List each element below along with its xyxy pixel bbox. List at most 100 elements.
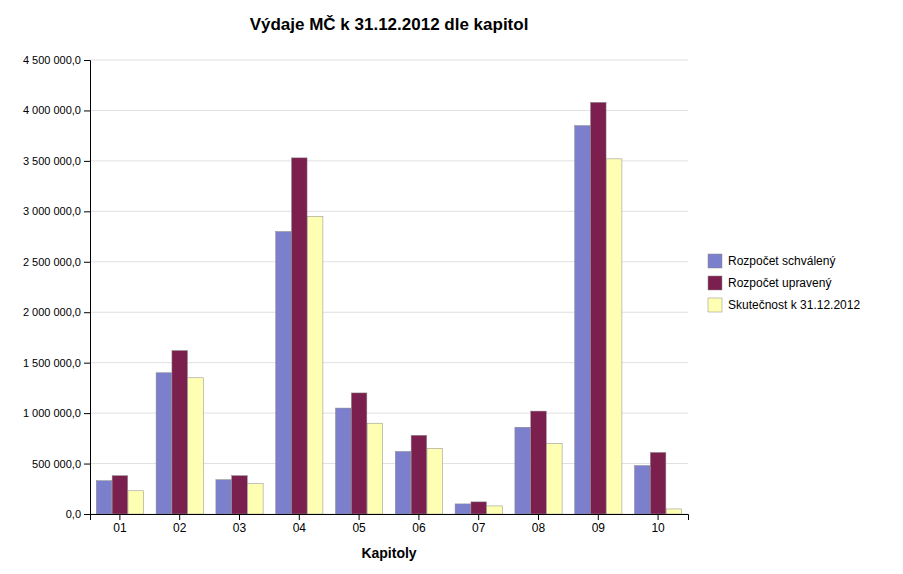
- y-tick-mark: [84, 464, 90, 465]
- legend-label: Rozpočet schválený: [728, 254, 835, 268]
- y-tick-mark: [84, 413, 90, 414]
- legend-swatch: [708, 298, 722, 312]
- y-tick-mark: [84, 211, 90, 212]
- y-tick: 1 500 000,0: [23, 357, 90, 369]
- y-tick: 4 500 000,0: [23, 54, 90, 66]
- bar: [292, 158, 308, 514]
- bar: [650, 452, 666, 514]
- x-tick-label: 02: [173, 521, 187, 535]
- x-tick-mark: [538, 514, 539, 520]
- y-tick-mark: [84, 161, 90, 162]
- x-tick-mark: [658, 514, 659, 520]
- x-tick: 03: [233, 514, 247, 535]
- bar: [487, 506, 503, 514]
- legend-label: Rozpočet upravený: [728, 276, 831, 290]
- bar: [96, 481, 112, 514]
- y-tick-label: 500 000,0: [32, 458, 81, 470]
- x-tick: 01: [113, 514, 127, 535]
- x-tick-mark: [598, 514, 599, 520]
- x-axis-title: Kapitoly: [361, 545, 416, 561]
- x-tick-label: 01: [113, 521, 127, 535]
- y-tick: 3 000 000,0: [23, 205, 90, 217]
- y-tick-mark: [84, 60, 90, 61]
- bar: [471, 502, 487, 514]
- y-tick: 0,0: [66, 508, 90, 520]
- grid-line: [90, 60, 688, 61]
- x-tick-label: 03: [233, 521, 247, 535]
- y-tick-label: 3 000 000,0: [23, 205, 81, 217]
- y-tick-mark: [84, 312, 90, 313]
- y-tick-label: 3 500 000,0: [23, 155, 81, 167]
- y-tick: 2 500 000,0: [23, 256, 90, 268]
- bar: [188, 378, 204, 514]
- y-tick: 3 500 000,0: [23, 155, 90, 167]
- chart: Výdaje MČ k 31.12.2012 dle kapitol 0,0 500…: [0, 0, 903, 574]
- bar: [232, 476, 248, 514]
- x-tick-mark: [478, 514, 479, 520]
- bar-series: [128, 159, 682, 514]
- grid: [90, 60, 688, 514]
- y-tick-label: 4 500 000,0: [23, 54, 81, 66]
- legend-item: Rozpočet upravený: [708, 276, 831, 290]
- x-tick-mark: [299, 514, 300, 520]
- y-tick-label: 1 500 000,0: [23, 357, 81, 369]
- x-tick: 06: [412, 514, 426, 535]
- legend-swatch: [708, 254, 722, 268]
- y-axis-line: [84, 61, 91, 515]
- bar: [112, 476, 128, 514]
- x-axis-line: [91, 515, 689, 521]
- bar: [411, 435, 427, 514]
- bar: [335, 408, 351, 514]
- y-tick: 2 000 000,0: [23, 306, 90, 318]
- x-tick-label: 06: [412, 521, 426, 535]
- y-tick-mark: [84, 110, 90, 111]
- bar: [666, 509, 682, 514]
- y-tick-label: 0,0: [66, 508, 81, 520]
- x-tick: 09: [592, 514, 606, 535]
- bar: [367, 423, 383, 514]
- bar: [575, 126, 591, 514]
- x-tick-label: 10: [651, 521, 665, 535]
- plot: 0,0 500 000,0 1 000 000,0 1 500 000,0 2 000 …: [23, 54, 689, 561]
- bars: [96, 102, 681, 514]
- y-tick-label: 1 000 000,0: [23, 407, 81, 419]
- y-tick: 4 000 000,0: [23, 104, 90, 116]
- y-tick-mark: [84, 514, 90, 515]
- bar: [351, 393, 367, 514]
- bar: [606, 159, 622, 514]
- x-tick: 08: [532, 514, 546, 535]
- x-axis: 01 02 03 04 05 06 07 08 09 10: [91, 514, 689, 535]
- bar: [531, 411, 547, 514]
- bar: [591, 102, 607, 514]
- x-tick-mark: [179, 514, 180, 520]
- bar: [216, 480, 232, 514]
- x-tick: 04: [293, 514, 307, 535]
- y-tick-label: 2 000 000,0: [23, 306, 81, 318]
- y-tick-mark: [84, 262, 90, 263]
- y-axis: 0,0 500 000,0 1 000 000,0 1 500 000,0 2 000 …: [23, 54, 91, 520]
- x-tick: 07: [472, 514, 486, 535]
- x-tick-label: 05: [352, 521, 366, 535]
- x-tick-mark: [239, 514, 240, 520]
- bar: [276, 232, 292, 514]
- legend: Rozpočet schválený Rozpočet upravený Skute…: [708, 254, 860, 312]
- legend-label: Skutečnost k 31.12.2012: [728, 298, 860, 312]
- x-tick-label: 07: [472, 521, 486, 535]
- x-tick: 02: [173, 514, 187, 535]
- bar: [128, 491, 144, 514]
- x-tick-label: 08: [532, 521, 546, 535]
- legend-item: Skutečnost k 31.12.2012: [708, 298, 860, 312]
- bar: [248, 484, 264, 514]
- bar: [547, 443, 563, 514]
- y-tick-mark: [84, 363, 90, 364]
- x-tick: 05: [352, 514, 366, 535]
- title: Výdaje MČ k 31.12.2012 dle kapitol: [250, 15, 529, 34]
- legend-item: Rozpočet schválený: [708, 254, 835, 268]
- bar: [427, 448, 443, 514]
- bar: [172, 351, 188, 514]
- y-tick-label: 4 000 000,0: [23, 104, 81, 116]
- bar: [395, 451, 411, 514]
- x-tick-mark: [359, 514, 360, 520]
- x-tick-label: 09: [592, 521, 606, 535]
- bar: [307, 216, 323, 514]
